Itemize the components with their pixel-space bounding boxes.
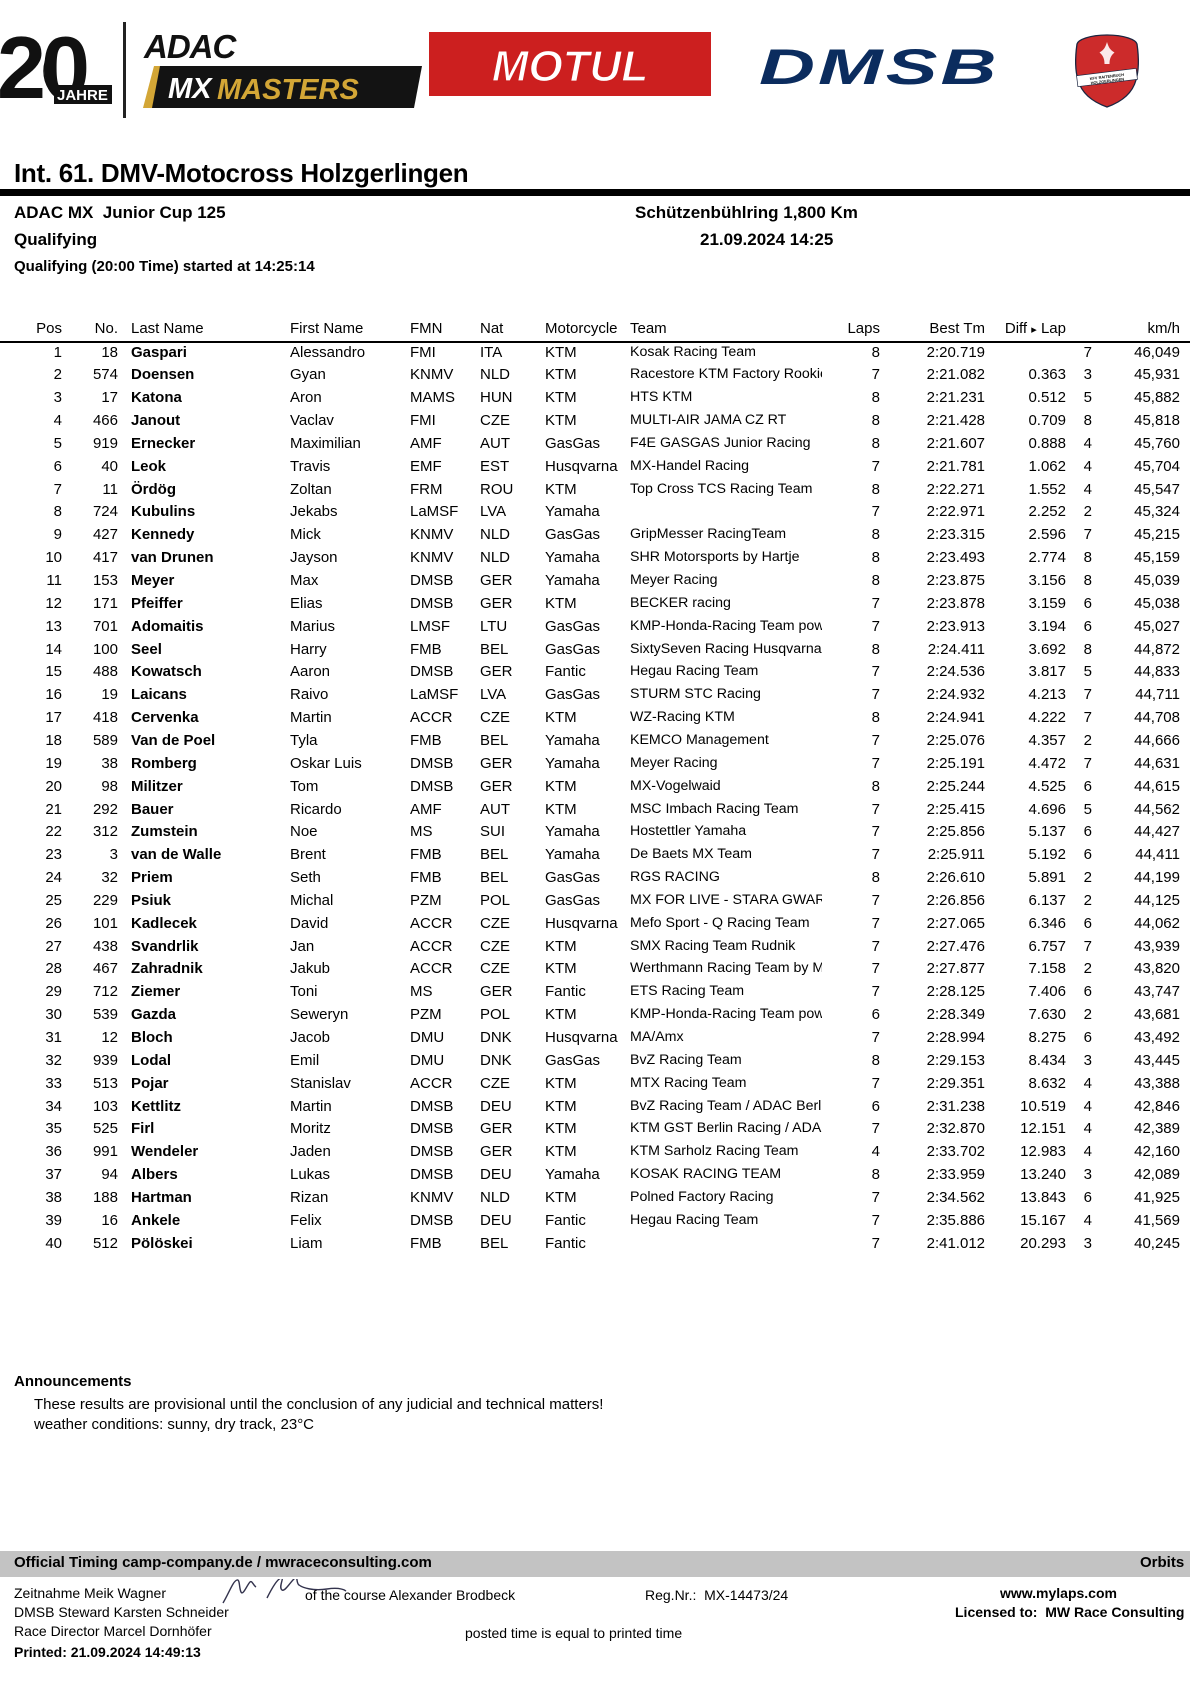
svg-text:MOTUL: MOTUL <box>492 42 648 91</box>
svg-text:JAHRE: JAHRE <box>57 87 108 104</box>
svg-text:MX: MX <box>168 73 213 105</box>
svg-text:MASTERS: MASTERS <box>217 74 359 106</box>
svg-text:ADAC: ADAC <box>143 28 237 65</box>
svg-text:DMSB: DMSB <box>759 39 1000 95</box>
